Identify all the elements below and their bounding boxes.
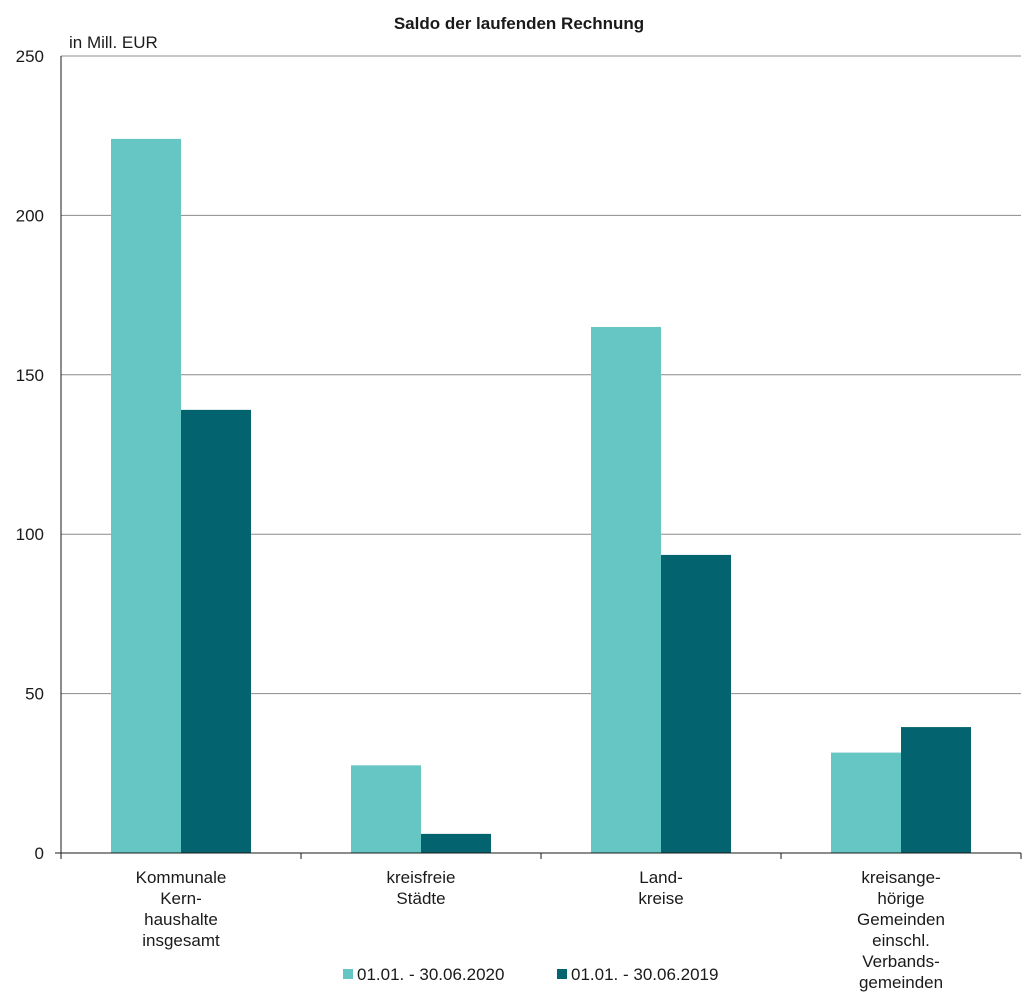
x-category-label: Kommunale Kern-haushalte insgesamt xyxy=(136,868,227,950)
bar-2019-2 xyxy=(661,554,731,853)
bar-2020-2 xyxy=(591,326,661,854)
bar-2019-1 xyxy=(421,833,491,853)
bar-2020-1 xyxy=(351,765,421,853)
y-tick-label: 150 xyxy=(16,366,44,385)
x-category-label-line: insgesamt xyxy=(142,931,220,950)
y-tick-label: 100 xyxy=(16,525,44,544)
y-tick-label: 250 xyxy=(16,47,44,66)
y-tick-label: 50 xyxy=(25,685,44,704)
legend-swatch xyxy=(343,969,353,979)
bar-2020-3 xyxy=(831,752,901,853)
x-category-label: Land-kreise xyxy=(638,868,683,908)
chart-title: Saldo der laufenden Rechnung xyxy=(394,14,644,33)
x-category-label-line: kreisfreie xyxy=(387,868,456,887)
bar-2020-0 xyxy=(111,138,181,853)
x-category-label-line: haushalte xyxy=(144,910,218,929)
x-category-label-line: kreisange- xyxy=(861,868,940,887)
x-category-label-line: Gemeinden xyxy=(857,910,945,929)
x-axis-category-labels: Kommunale Kern-haushalte insgesamt kreisfre… xyxy=(136,868,945,992)
x-axis xyxy=(55,56,1022,859)
x-category-label-line: kreise xyxy=(638,889,683,908)
x-category-label-line: Kern- xyxy=(160,889,202,908)
bars xyxy=(111,138,971,854)
x-category-label-line: hörige xyxy=(877,889,924,908)
y-axis-ticks: 0 50 100 150 200 250 xyxy=(16,47,44,863)
legend: 01.01. - 30.06.2020 01.01. - 30.06.2019 xyxy=(343,965,718,984)
legend-swatch xyxy=(557,969,567,979)
x-category-label-line: Städte xyxy=(396,889,445,908)
x-category-label-line: einschl. xyxy=(872,931,930,950)
y-axis-unit-label: in Mill. EUR xyxy=(69,33,158,52)
x-category-label-line: Verbands- xyxy=(862,952,940,971)
y-tick-label: 0 xyxy=(35,844,44,863)
legend-label: 01.01. - 30.06.2019 xyxy=(571,965,718,984)
x-category-label: kreisange-hörige Gemeinden einschl. Verband… xyxy=(857,868,945,992)
x-category-label: kreisfreie Städte xyxy=(387,868,456,908)
x-category-label-line: gemeinden xyxy=(859,973,943,992)
bar-2019-3 xyxy=(901,727,971,853)
y-tick-label: 200 xyxy=(16,206,44,225)
x-category-label-line: Kommunale xyxy=(136,868,227,887)
bar-2019-0 xyxy=(181,409,251,853)
x-category-label-line: Land- xyxy=(639,868,682,887)
legend-label: 01.01. - 30.06.2020 xyxy=(357,965,504,984)
